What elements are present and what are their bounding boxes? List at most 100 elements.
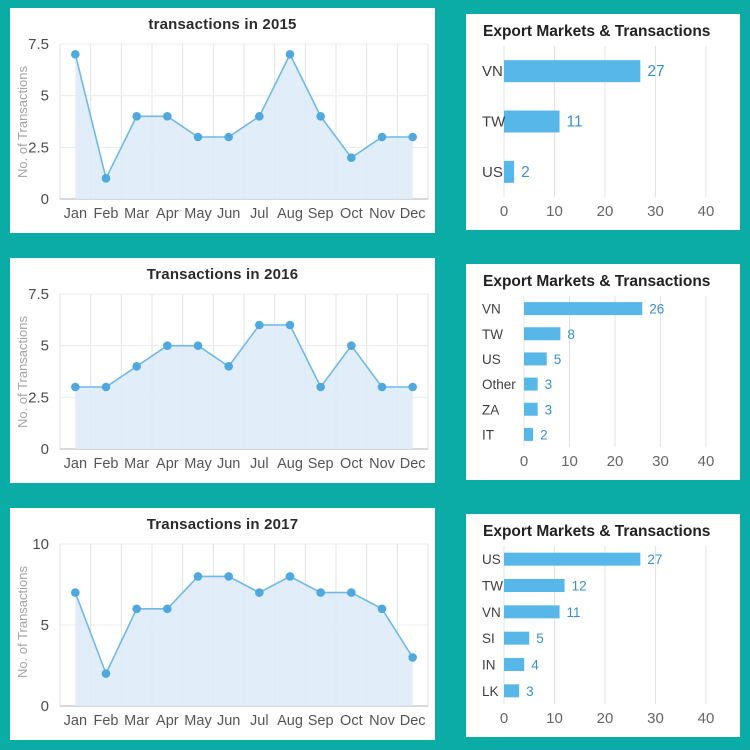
svg-text:3: 3 [545, 377, 553, 392]
svg-text:US: US [482, 164, 503, 181]
svg-text:Feb: Feb [94, 456, 119, 472]
svg-text:Jun: Jun [217, 713, 240, 729]
svg-text:Jul: Jul [250, 206, 269, 222]
svg-text:Sep: Sep [308, 713, 334, 729]
svg-text:ZA: ZA [482, 402, 499, 417]
svg-text:Sep: Sep [308, 206, 334, 222]
svg-text:IN: IN [482, 658, 496, 673]
svg-text:Dec: Dec [400, 206, 426, 222]
svg-text:10: 10 [561, 453, 578, 470]
svg-text:5: 5 [41, 338, 49, 355]
chart-title-2015: transactions in 2015 [148, 16, 297, 33]
svg-text:20: 20 [607, 453, 624, 470]
svg-text:0: 0 [520, 453, 528, 470]
svg-text:Dec: Dec [400, 456, 426, 472]
svg-text:5: 5 [554, 352, 562, 367]
svg-text:5: 5 [536, 631, 544, 646]
svg-text:IT: IT [482, 427, 494, 442]
svg-text:10: 10 [546, 203, 563, 220]
svg-text:LK: LK [482, 684, 499, 699]
svg-text:11: 11 [567, 605, 581, 620]
svg-text:Mar: Mar [124, 713, 149, 729]
svg-text:Jun: Jun [217, 456, 240, 472]
svg-text:Other: Other [482, 377, 516, 392]
svg-text:0: 0 [41, 191, 49, 208]
svg-text:SI: SI [482, 631, 495, 646]
svg-text:10: 10 [32, 536, 49, 553]
svg-text:VN: VN [482, 302, 501, 317]
svg-text:Sep: Sep [308, 456, 334, 472]
svg-text:20: 20 [597, 710, 614, 727]
line-chart-2015: 0 2.5 5 7.5 Jan Feb Mar Apr May Jun Jul Aug Sep Oct No… [10, 8, 435, 233]
svg-text:5: 5 [41, 88, 49, 105]
svg-text:0: 0 [500, 203, 508, 220]
svg-text:Apr: Apr [156, 713, 179, 729]
svg-text:4: 4 [531, 658, 539, 673]
y-axis-label-2016: No. of Transactions [15, 316, 30, 428]
svg-text:Jan: Jan [64, 713, 87, 729]
svg-text:VN: VN [482, 605, 501, 620]
panel-line-2016: Transactions in 2016 No. of Transactions… [10, 258, 435, 483]
svg-text:Jun: Jun [217, 206, 240, 222]
panel-line-2017: Transactions in 2017 No. of Transactions… [10, 508, 435, 740]
svg-text:TW: TW [482, 579, 503, 594]
svg-text:30: 30 [647, 710, 664, 727]
svg-text:Mar: Mar [124, 456, 149, 472]
svg-text:Jan: Jan [64, 206, 87, 222]
svg-text:12: 12 [572, 579, 587, 594]
line-chart-2017: 0 5 10 Jan Feb Mar Apr May Jun Jul Aug Sep Oct Nov Dec [10, 508, 435, 740]
panel-bar-2017: Export Markets & Transactions 0 10 20 30 40 2… [466, 514, 740, 737]
svg-text:40: 40 [698, 453, 715, 470]
chart-title-2017: Transactions in 2017 [146, 516, 299, 533]
svg-text:3: 3 [545, 402, 553, 417]
svg-text:Oct: Oct [340, 206, 363, 222]
svg-text:10: 10 [546, 710, 563, 727]
svg-text:3: 3 [526, 684, 534, 699]
svg-text:2: 2 [540, 427, 548, 442]
bar-chart-2017: 0 10 20 30 40 27 US 12 TW 11 VN 5 SI 4 IN 3 LK [466, 514, 740, 737]
svg-text:Aug: Aug [277, 456, 303, 472]
svg-text:5: 5 [41, 617, 49, 634]
y-axis-label-2015: No. of Transactions [15, 66, 30, 178]
svg-text:Apr: Apr [156, 206, 179, 222]
svg-text:VN: VN [482, 63, 503, 80]
svg-text:Oct: Oct [340, 713, 363, 729]
bar-chart-2016: 0 10 20 30 40 26 VN 8 TW 5 US 3 Other 3 ZA 2 IT [466, 264, 740, 480]
svg-text:TW: TW [482, 327, 503, 342]
bar-chart-title-2017: Export Markets & Transactions [483, 523, 711, 540]
svg-text:Nov: Nov [369, 206, 396, 222]
svg-text:TW: TW [482, 114, 506, 131]
svg-text:Jul: Jul [250, 713, 269, 729]
bar-chart-title-2016: Export Markets & Transactions [483, 273, 711, 290]
svg-text:7.5: 7.5 [28, 286, 49, 303]
svg-text:27: 27 [647, 63, 664, 80]
svg-text:2: 2 [521, 164, 530, 181]
svg-text:Apr: Apr [156, 456, 179, 472]
y-axis-label-2017: No. of Transactions [15, 566, 30, 678]
svg-text:7.5: 7.5 [28, 36, 49, 53]
svg-text:Jan: Jan [64, 456, 87, 472]
svg-text:May: May [184, 206, 212, 222]
svg-text:8: 8 [567, 327, 575, 342]
svg-text:0: 0 [500, 710, 508, 727]
svg-text:Oct: Oct [340, 456, 363, 472]
svg-text:Feb: Feb [94, 206, 119, 222]
svg-text:US: US [482, 552, 501, 567]
svg-text:Aug: Aug [277, 713, 303, 729]
svg-text:May: May [184, 456, 212, 472]
svg-text:0: 0 [41, 698, 49, 715]
svg-text:Dec: Dec [400, 713, 426, 729]
svg-text:20: 20 [597, 203, 614, 220]
svg-text:2.5: 2.5 [28, 389, 49, 406]
svg-text:27: 27 [647, 552, 662, 567]
svg-text:Feb: Feb [94, 713, 119, 729]
svg-text:Aug: Aug [277, 206, 303, 222]
svg-text:Nov: Nov [369, 456, 396, 472]
bar-chart-2015: 0 10 20 30 40 27 VN 11 TW 2 US [466, 14, 740, 230]
svg-text:Mar: Mar [124, 206, 149, 222]
svg-text:40: 40 [698, 710, 715, 727]
panel-bar-2015: Export Markets & Transactions 0 10 20 30 40 2… [466, 14, 740, 230]
svg-text:30: 30 [652, 453, 669, 470]
svg-text:May: May [184, 713, 212, 729]
panel-line-2015: transactions in 2015 No. of Transactions… [10, 8, 435, 233]
